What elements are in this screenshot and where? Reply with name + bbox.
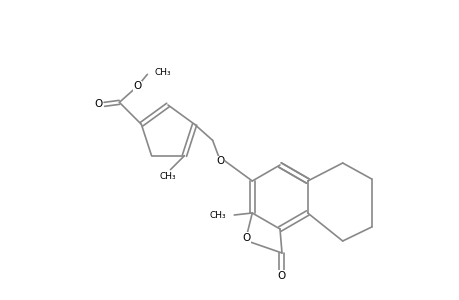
Text: CH₃: CH₃ (159, 172, 175, 181)
Text: O: O (241, 233, 250, 243)
Text: O: O (133, 81, 141, 91)
Text: O: O (216, 156, 224, 166)
Text: CH₃: CH₃ (154, 68, 171, 77)
Text: CH₃: CH₃ (209, 211, 226, 220)
Text: O: O (277, 271, 285, 281)
Text: O: O (94, 99, 102, 109)
